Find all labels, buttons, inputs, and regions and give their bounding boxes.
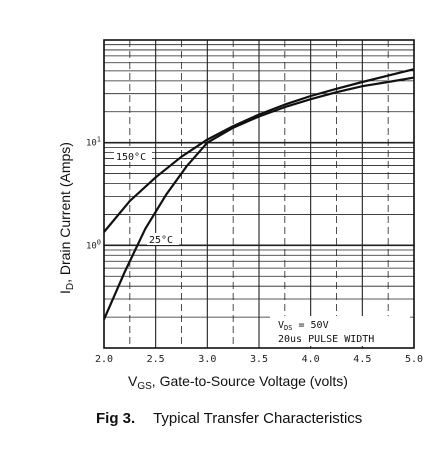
- pulse-width-annotation: 20us PULSE WIDTH: [278, 334, 374, 345]
- y-tick-label: 100: [86, 238, 101, 251]
- x-axis-label: VGS, Gate-to-Source Voltage (volts): [128, 373, 348, 392]
- vds-annotation: VDS = 50V: [278, 320, 329, 332]
- x-tick-label: 5.0: [405, 354, 423, 365]
- figure-caption: Fig 3. Typical Transfer Characteristics: [96, 410, 362, 427]
- series-label-150c: 150°C: [116, 152, 146, 163]
- plot-frame: [103, 39, 415, 349]
- y-tick-label: 101: [86, 136, 101, 149]
- y-axis-label: ID, Drain Current (Amps): [57, 142, 76, 294]
- series-line-25c: [102, 76, 415, 320]
- series-label-25c: 25°C: [149, 235, 173, 246]
- series-line-150c: [103, 68, 415, 233]
- x-tick-label: 4.0: [302, 354, 320, 365]
- grid: [103, 40, 415, 348]
- x-tick-label: 4.5: [353, 354, 371, 365]
- x-tick-label: 2.0: [95, 354, 113, 365]
- series-layer: [102, 68, 415, 320]
- x-tick-label: 3.5: [250, 354, 268, 365]
- x-tick-labels: 2.0 2.5 3.0 3.5 4.0 4.5 5.0: [95, 354, 423, 365]
- figure-title: Typical Transfer Characteristics: [153, 410, 363, 427]
- y-tick-labels: 101 100: [86, 136, 101, 252]
- x-tick-label: 2.5: [147, 354, 165, 365]
- x-tick-label: 3.0: [198, 354, 216, 365]
- figure-number: Fig 3.: [96, 410, 136, 427]
